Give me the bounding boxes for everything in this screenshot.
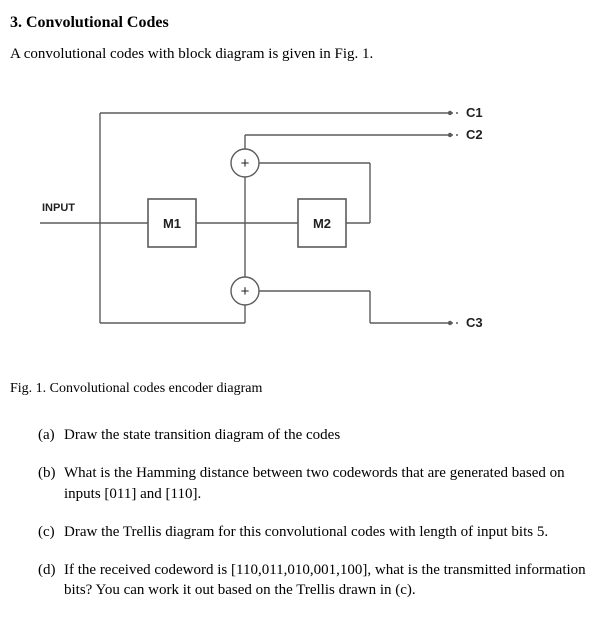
question-list: (a) Draw the state transition diagram of… (10, 425, 605, 601)
intro-text: A convolutional codes with block diagram… (10, 46, 605, 63)
question-text: What is the Hamming distance between two… (64, 463, 605, 504)
question-text: Draw the Trellis diagram for this convol… (64, 522, 605, 542)
svg-text:C2: C2 (466, 127, 483, 142)
question-label: (b) (38, 463, 64, 504)
question-d: (d) If the received codeword is [110,011… (38, 560, 605, 601)
question-text: Draw the state transition diagram of the… (64, 425, 605, 445)
question-label: (d) (38, 560, 64, 601)
question-label: (a) (38, 425, 64, 445)
encoder-diagram: M1 M2 + + INPUT C1 C2 C3 (30, 73, 500, 363)
svg-text:+: + (241, 283, 250, 300)
svg-text:INPUT: INPUT (42, 202, 75, 214)
svg-text:C3: C3 (466, 315, 483, 330)
question-a: (a) Draw the state transition diagram of… (38, 425, 605, 445)
question-b: (b) What is the Hamming distance between… (38, 463, 605, 504)
question-label: (c) (38, 522, 64, 542)
svg-text:C1: C1 (466, 105, 483, 120)
svg-text:M2: M2 (313, 216, 331, 231)
figure-caption: Fig. 1. Convolutional codes encoder diag… (10, 381, 605, 397)
question-text: If the received codeword is [110,011,010… (64, 560, 605, 601)
question-c: (c) Draw the Trellis diagram for this co… (38, 522, 605, 542)
section-heading: 3. Convolutional Codes (10, 14, 605, 32)
svg-text:+: + (241, 155, 250, 172)
svg-text:M1: M1 (163, 216, 181, 231)
